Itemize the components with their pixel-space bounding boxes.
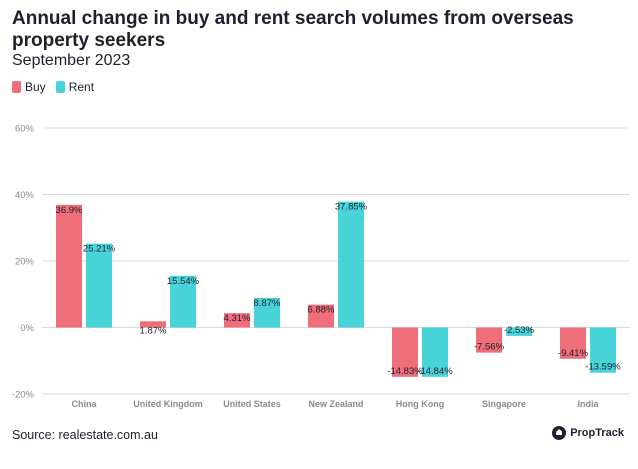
chart-subtitle: September 2023	[12, 52, 131, 69]
legend-swatch-buy	[12, 81, 21, 93]
data-label-buy: 1.87%	[140, 326, 167, 337]
y-tick-label: -20%	[12, 390, 35, 401]
y-tick-label: 40%	[15, 190, 35, 201]
brand-logo: PropTrack	[552, 426, 624, 440]
bar-rent	[170, 275, 196, 328]
data-label-buy: -14.83%	[387, 366, 423, 377]
bar-chart: -20% 0% 20% 40% 60% 36.9% 25.21% China 1.87% 15.5…	[12, 124, 630, 409]
brand-name: PropTrack	[570, 427, 624, 439]
data-label-rent: -14.84%	[417, 366, 453, 377]
data-label-rent: 8.87%	[254, 298, 281, 309]
y-tick-label: 0%	[20, 323, 34, 334]
y-tick-label: 20%	[15, 257, 35, 268]
data-label-buy: 4.31%	[224, 313, 251, 324]
data-label-buy: 6.88%	[308, 305, 335, 316]
data-label-rent: -2.53%	[504, 325, 535, 336]
legend: Buy Rent	[12, 80, 104, 94]
data-label-rent: 25.21%	[83, 244, 116, 255]
x-tick-label: India	[577, 399, 599, 409]
x-tick-label: United Kingdom	[133, 399, 203, 409]
house-icon	[552, 426, 567, 440]
bar-rent	[590, 327, 616, 373]
x-tick-label: China	[71, 399, 97, 409]
bar-buy	[308, 304, 334, 328]
x-tick-label: New Zealand	[308, 399, 363, 409]
bar-buy	[560, 327, 586, 359]
bar-rent	[506, 327, 532, 336]
legend-label-rent: Rent	[68, 80, 95, 94]
bar-rent	[86, 243, 112, 328]
bar-rent	[254, 298, 280, 328]
source-note: Source: realestate.com.au	[12, 428, 158, 442]
bar-buy	[476, 327, 502, 353]
data-label-buy: -7.56%	[474, 342, 505, 353]
legend-swatch-rent	[55, 81, 65, 93]
legend-label-buy: Buy	[25, 80, 46, 94]
x-tick-label: Singapore	[482, 399, 526, 409]
bar-buy	[224, 313, 250, 328]
bar-rent	[338, 201, 364, 328]
data-label-rent: 15.54%	[167, 276, 200, 287]
data-label-rent: -13.59%	[585, 362, 621, 373]
bar-buy	[56, 204, 82, 328]
y-tick-label: 60%	[15, 124, 35, 135]
data-label-rent: 37.85%	[335, 202, 368, 213]
legend-item-buy: Buy	[12, 80, 46, 94]
x-tick-label: United States	[223, 399, 281, 409]
bar-rent	[422, 327, 448, 377]
bar-buy	[392, 327, 418, 377]
data-label-buy: -9.41%	[558, 348, 589, 359]
legend-item-rent: Rent	[55, 80, 95, 94]
chart-title: Annual change in buy and rent search vol…	[12, 8, 574, 51]
x-tick-label: Hong Kong	[396, 399, 445, 409]
data-label-buy: 36.9%	[56, 205, 83, 216]
bar-buy	[140, 321, 166, 328]
